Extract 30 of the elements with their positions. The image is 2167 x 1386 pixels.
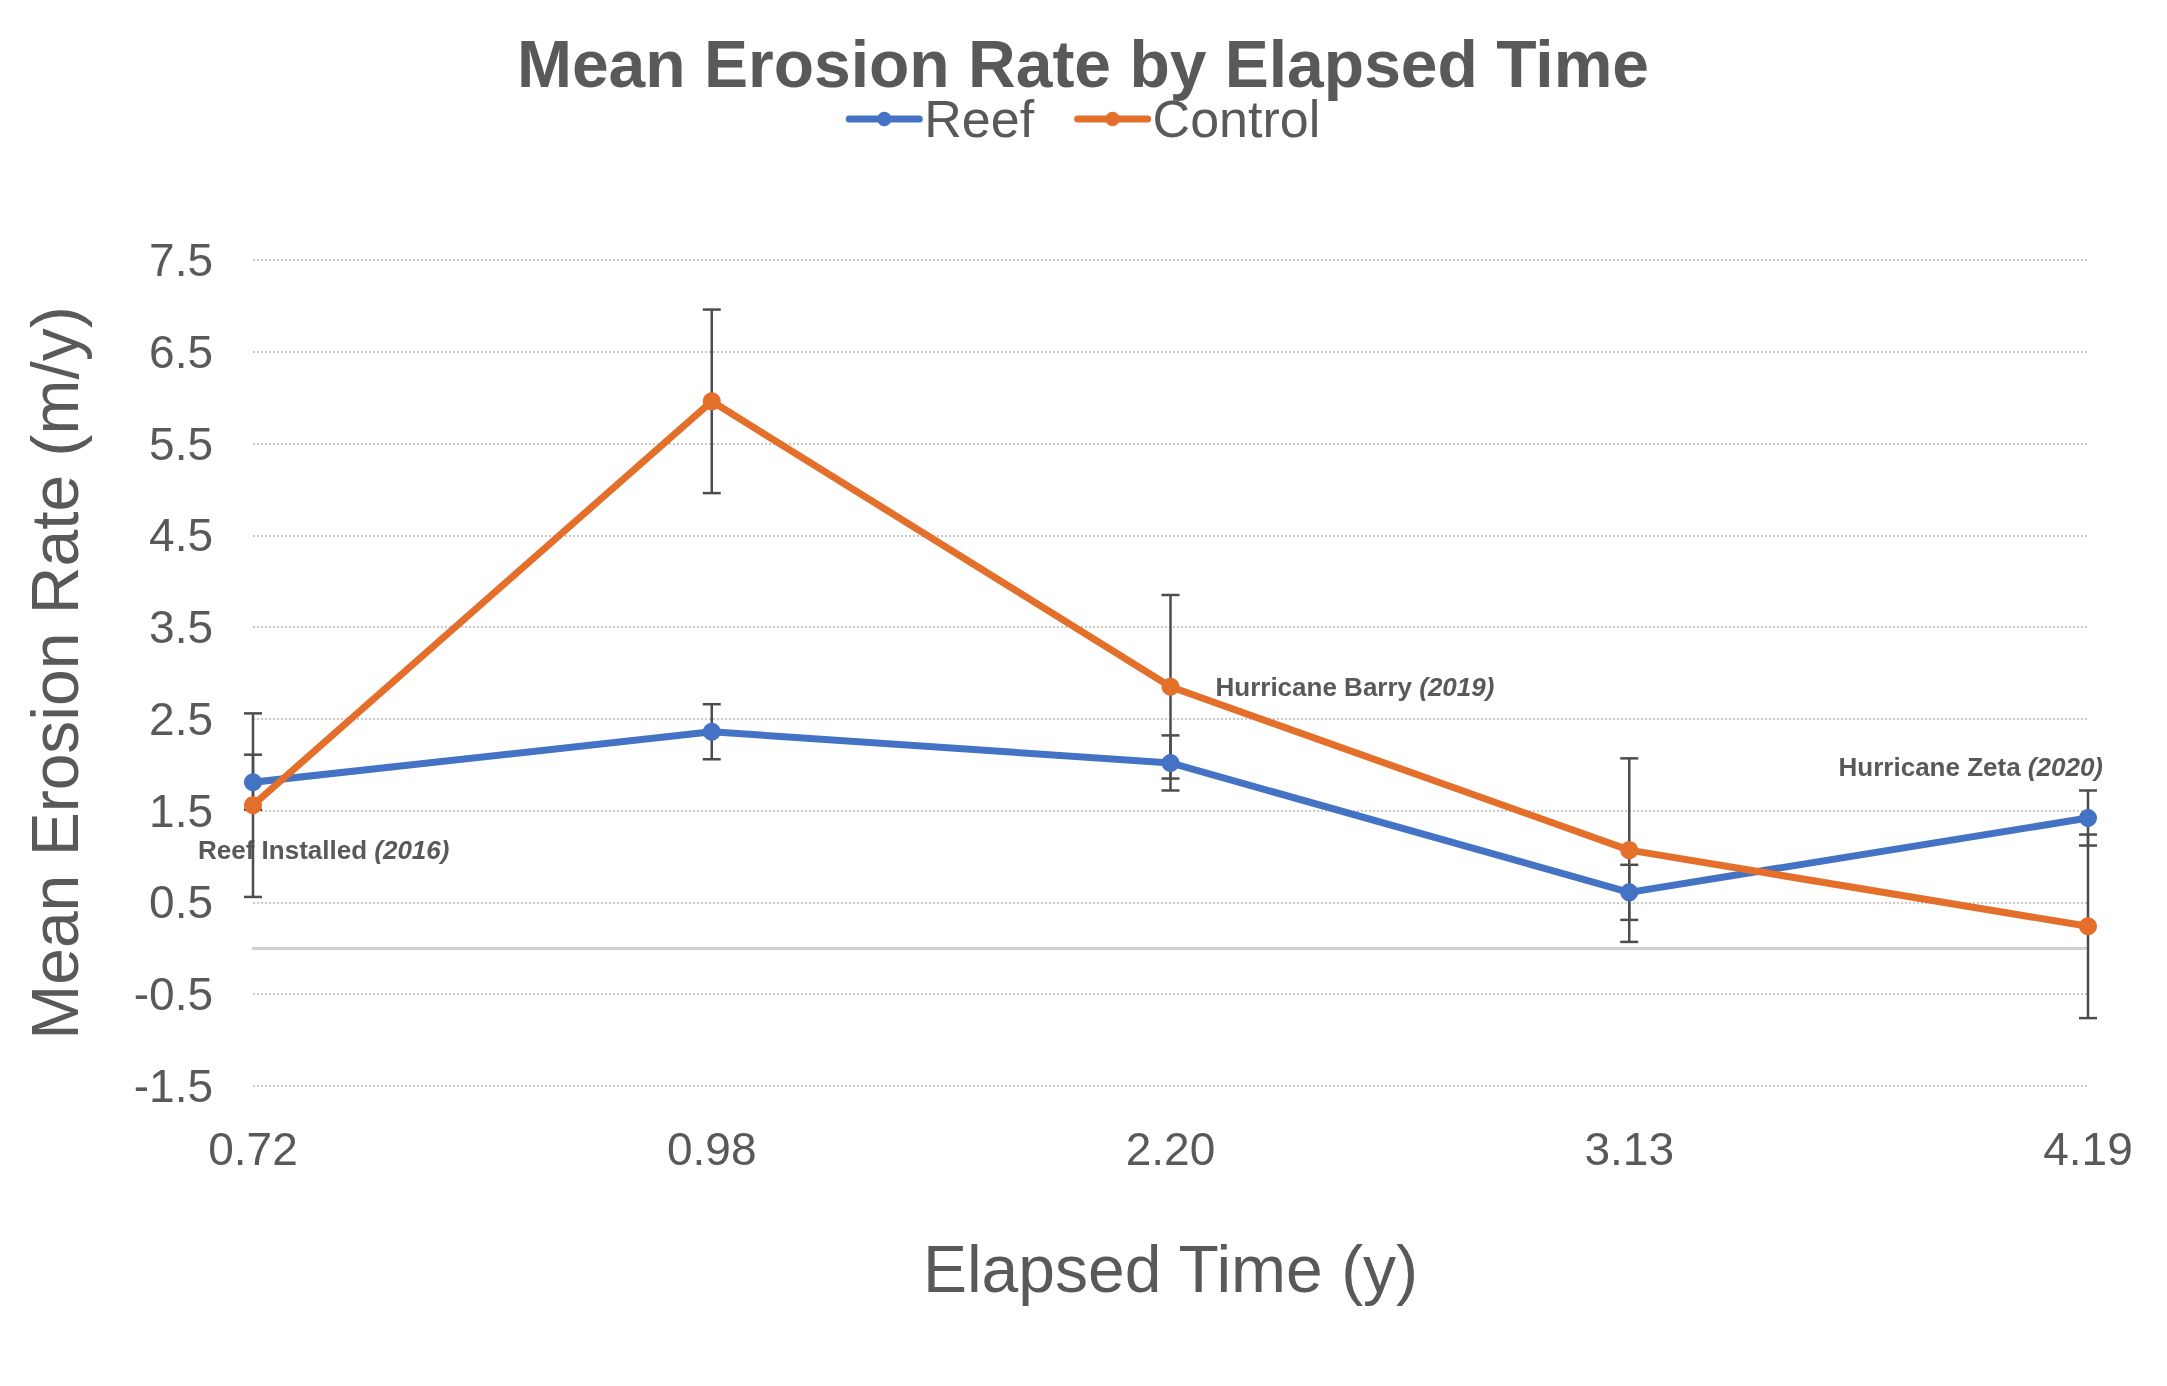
y-axis-title: Mean Erosion Rate (m/y)	[18, 306, 92, 1040]
x-tick-label: 2.20	[1125, 1123, 1216, 1175]
point	[244, 796, 262, 815]
y-tick-label: 4.5	[149, 509, 213, 562]
y-tick-label: 2.5	[149, 692, 213, 745]
x-tick-label: 0.98	[666, 1123, 757, 1175]
x-tick-label: 4.19	[2043, 1123, 2133, 1175]
point	[2079, 809, 2097, 827]
annotation: Hurricane Barry (2019)	[1215, 671, 1495, 702]
point	[1161, 677, 1180, 696]
point	[702, 392, 721, 411]
point	[1620, 883, 1639, 902]
point	[1161, 753, 1180, 772]
y-tick-label: 0.5	[149, 876, 213, 929]
point	[1620, 841, 1639, 860]
y-tick-label: 6.5	[149, 325, 213, 378]
x-tick-label: 3.13	[1584, 1123, 1675, 1175]
legend-label: Reef	[924, 90, 1035, 148]
y-tick-label: 7.5	[149, 234, 213, 286]
point	[2079, 917, 2097, 936]
x-axis-title: Elapsed Time (y)	[922, 1232, 1419, 1306]
y-tick-label: 3.5	[149, 601, 213, 654]
x-tick-label: 0.72	[208, 1123, 298, 1175]
y-tick-label: -1.5	[133, 1060, 213, 1112]
annotation: Hurricane Zeta (2020)	[1838, 752, 2103, 783]
y-tick-label: 5.5	[149, 417, 213, 470]
y-tick-label: -0.5	[133, 968, 213, 1021]
point	[244, 773, 262, 792]
point	[702, 722, 721, 741]
y-tick-label: 1.5	[149, 784, 213, 837]
